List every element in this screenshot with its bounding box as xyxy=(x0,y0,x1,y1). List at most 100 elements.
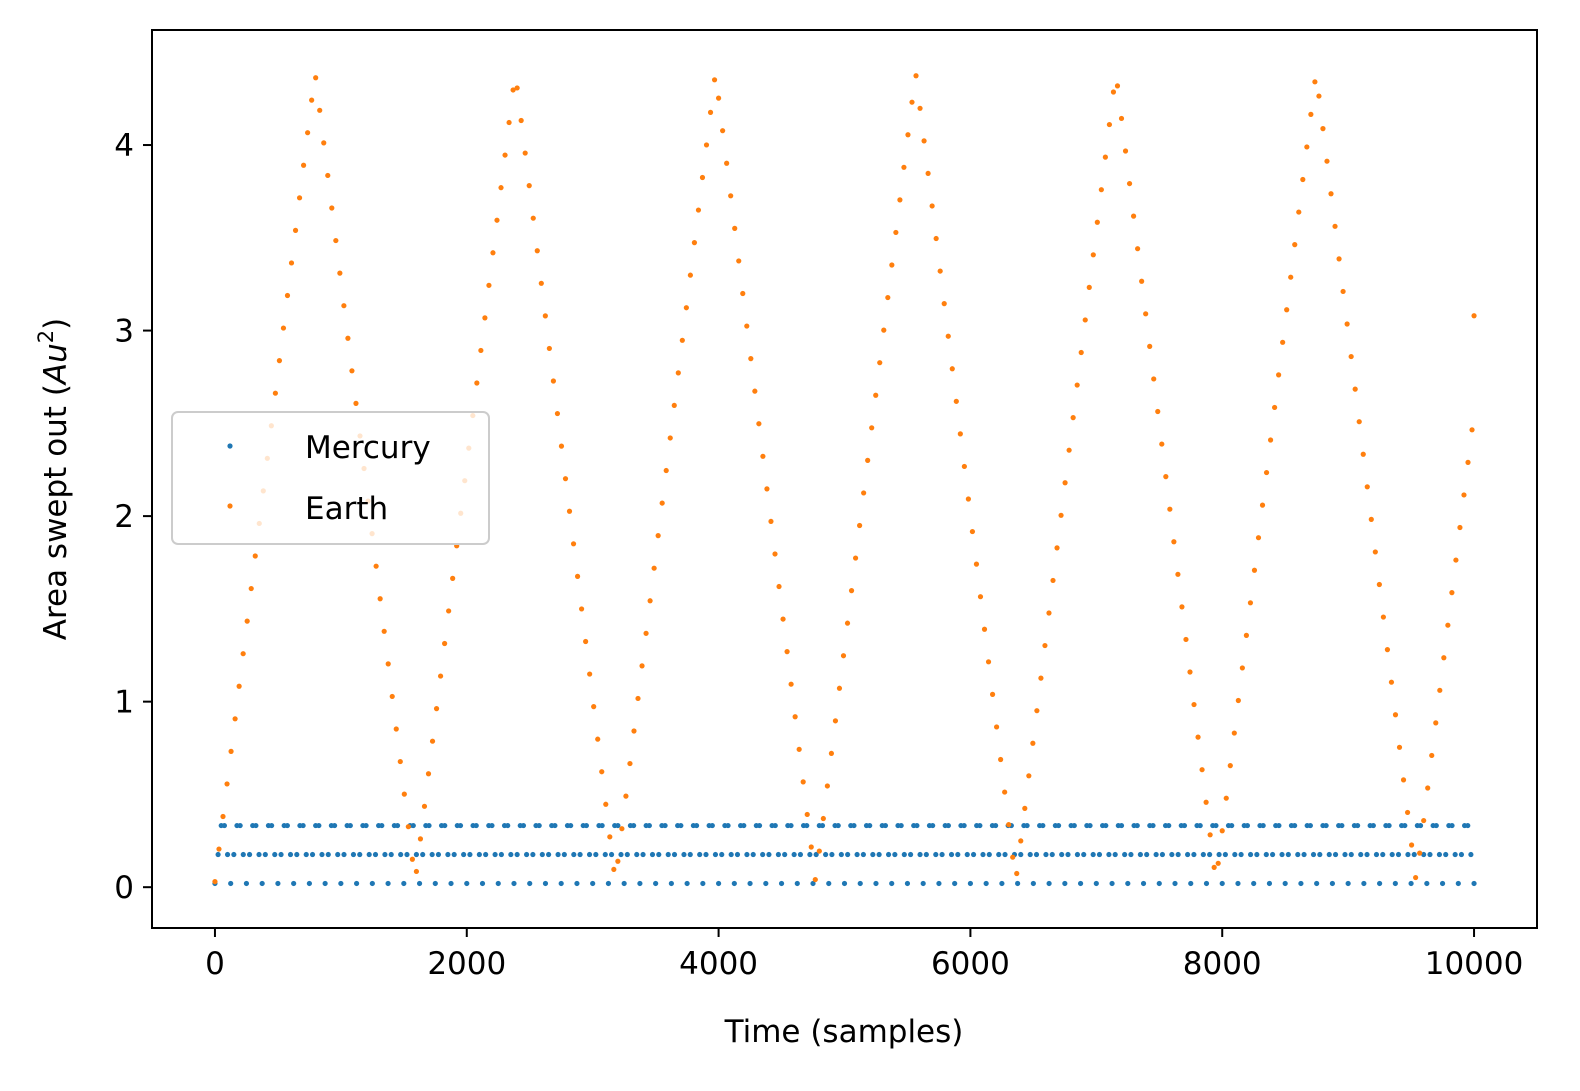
data-point-mercury xyxy=(693,822,700,829)
data-point-earth xyxy=(1187,669,1193,675)
data-point-earth xyxy=(437,673,444,679)
data-point-mercury xyxy=(322,880,328,887)
data-point-earth xyxy=(538,280,544,286)
data-point-mercury xyxy=(338,880,344,887)
data-point-earth xyxy=(720,128,726,134)
data-point-earth xyxy=(707,109,714,115)
data-point-earth xyxy=(744,323,750,329)
data-point-earth xyxy=(1223,795,1229,801)
data-point-earth xyxy=(1078,349,1084,356)
data-point-earth xyxy=(736,258,742,264)
data-point-mercury xyxy=(1421,851,1427,858)
data-point-earth xyxy=(607,834,613,840)
data-point-mercury xyxy=(300,822,306,829)
data-point-mercury xyxy=(275,880,281,887)
data-point-mercury xyxy=(269,822,275,829)
data-point-mercury xyxy=(1122,851,1128,858)
data-point-earth xyxy=(413,868,420,875)
data-point-mercury xyxy=(1295,851,1301,858)
data-point-mercury xyxy=(215,851,221,858)
data-point-mercury xyxy=(228,880,234,887)
data-point-earth xyxy=(1030,740,1036,746)
data-point-mercury xyxy=(1263,851,1269,858)
data-point-earth xyxy=(1110,89,1117,95)
data-point-mercury xyxy=(986,851,992,858)
data-point-earth xyxy=(393,726,399,732)
data-point-mercury xyxy=(1439,880,1446,887)
data-point-mercury xyxy=(1024,822,1030,829)
data-point-mercury xyxy=(889,880,895,887)
data-point-earth xyxy=(1356,419,1362,425)
data-point-mercury xyxy=(791,851,797,858)
data-point-mercury xyxy=(1471,880,1477,887)
data-point-mercury xyxy=(495,880,501,887)
data-point-mercury xyxy=(1339,822,1345,829)
data-point-mercury xyxy=(1049,851,1055,858)
data-point-mercury xyxy=(728,851,734,858)
data-point-mercury xyxy=(1370,822,1376,829)
data-point-earth xyxy=(1143,311,1149,317)
data-point-earth xyxy=(1038,675,1044,681)
data-point-earth xyxy=(679,337,685,343)
data-point-earth xyxy=(788,681,794,687)
data-point-earth xyxy=(1151,376,1157,382)
data-point-earth xyxy=(1263,469,1270,476)
data-point-earth xyxy=(937,268,943,274)
data-point-mercury xyxy=(385,880,391,887)
data-point-mercury xyxy=(536,822,542,829)
data-point-mercury xyxy=(1203,880,1210,887)
data-point-mercury xyxy=(379,822,385,829)
data-point-earth xyxy=(558,443,565,449)
data-point-earth xyxy=(965,496,971,502)
data-point-mercury xyxy=(961,822,967,829)
data-point-earth xyxy=(824,783,830,789)
data-point-earth xyxy=(1122,148,1129,154)
data-point-mercury xyxy=(1405,851,1411,858)
data-point-mercury xyxy=(1090,851,1096,858)
data-point-mercury xyxy=(908,851,914,858)
data-points xyxy=(212,73,1477,887)
data-point-mercury xyxy=(593,851,599,858)
data-point-earth xyxy=(1227,763,1233,769)
data-point-earth xyxy=(1062,480,1068,486)
data-point-mercury xyxy=(885,851,892,858)
data-point-earth xyxy=(1465,459,1471,465)
y-tick-label: 2 xyxy=(114,499,134,535)
data-point-earth xyxy=(1050,577,1056,584)
data-point-earth xyxy=(1280,339,1286,345)
data-point-earth xyxy=(1259,502,1266,508)
data-point-mercury xyxy=(615,822,621,829)
data-point-mercury xyxy=(467,851,473,858)
data-point-mercury xyxy=(1411,851,1417,858)
data-point-earth xyxy=(486,282,492,288)
data-point-mercury xyxy=(350,851,357,858)
data-point-mercury xyxy=(1285,851,1291,858)
data-point-earth xyxy=(1308,111,1314,117)
data-point-mercury xyxy=(1307,822,1313,829)
data-point-mercury xyxy=(1247,851,1254,858)
data-point-mercury xyxy=(873,880,879,887)
data-point-mercury xyxy=(760,851,766,858)
data-point-mercury xyxy=(1188,880,1194,887)
data-point-earth xyxy=(1324,158,1330,164)
data-point-earth xyxy=(1437,687,1443,693)
data-point-earth xyxy=(587,671,593,677)
data-point-earth xyxy=(1352,386,1358,392)
data-point-mercury xyxy=(272,851,278,858)
data-point-mercury xyxy=(523,851,530,858)
data-point-mercury xyxy=(498,851,504,858)
data-point-earth xyxy=(377,596,383,602)
data-point-mercury xyxy=(904,880,911,887)
legend: Mercury Earth xyxy=(171,411,490,545)
data-point-mercury xyxy=(1402,822,1408,829)
data-point-mercury xyxy=(712,851,719,858)
data-point-mercury xyxy=(835,822,841,829)
data-point-mercury xyxy=(1329,880,1335,887)
data-point-mercury xyxy=(819,822,826,829)
data-point-mercury xyxy=(744,851,750,858)
data-point-mercury xyxy=(1301,851,1307,858)
y-tick-label: 1 xyxy=(114,685,134,721)
data-point-mercury xyxy=(1465,822,1471,829)
data-point-mercury xyxy=(857,880,863,887)
